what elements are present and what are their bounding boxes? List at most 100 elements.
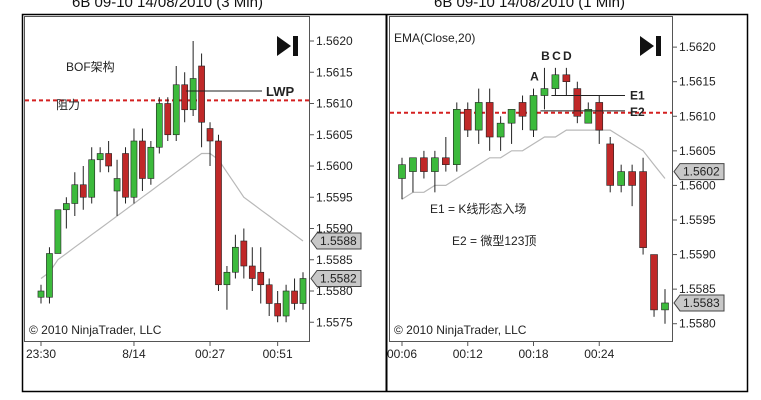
e1-label: E1 [630, 89, 645, 103]
left-candle-body [240, 240, 248, 267]
legend-e2: E2 = 微型123顶 [452, 234, 536, 248]
right-candle-body [551, 74, 560, 89]
right-y-tick-label: 1.5595 [679, 213, 716, 227]
right-price-badge [673, 294, 725, 312]
left-candle [181, 72, 189, 123]
left-candle [71, 172, 79, 216]
left-ema-line [40, 152, 304, 279]
left-candle [139, 128, 146, 191]
left-candle-body [172, 84, 180, 136]
right-candle [442, 137, 450, 172]
left-candle-body [223, 271, 231, 286]
right-candle-body [518, 102, 527, 117]
right-price-badge [673, 163, 725, 181]
left-candle [37, 284, 45, 304]
left-candle-body [299, 278, 307, 304]
left-candle [147, 141, 155, 185]
left-candle [189, 41, 197, 116]
label-c: C [552, 49, 561, 63]
left-candle [122, 147, 129, 204]
outer-frame [21, 13, 749, 393]
left-candle [155, 97, 163, 154]
left-candle-body [248, 265, 256, 279]
left-candle [282, 284, 290, 323]
right-plot-frame [389, 16, 673, 342]
label-d: D [563, 49, 572, 63]
left-candle-body [282, 290, 290, 317]
left-candle-body [291, 290, 298, 304]
right-y-tick-label: 1.5600 [679, 178, 716, 192]
left-candle [96, 147, 104, 173]
right-candle [431, 150, 439, 193]
left-candle-body [96, 153, 104, 161]
right-candle-body [540, 88, 549, 96]
right-candle-body [573, 88, 582, 117]
right-candle [452, 102, 461, 172]
right-x-tick-label: 00:18 [518, 347, 548, 361]
right-candle-body [529, 95, 538, 131]
right-candle-body [562, 74, 571, 82]
right-y-tick-label: 1.5580 [679, 317, 716, 331]
right-candle-body [661, 302, 669, 311]
left-candle [248, 247, 256, 291]
legend-e1: E1 = K线形态入场 [430, 202, 526, 216]
right-candle [562, 67, 571, 96]
right-candle-body [507, 109, 516, 124]
right-candle [409, 157, 417, 193]
left-candle-body [113, 178, 121, 192]
left-candle-body [63, 203, 70, 211]
right-candle-body [463, 109, 472, 131]
left-candle-body [37, 290, 45, 298]
left-end-icon [277, 36, 298, 56]
left-y-tick-label: 1.5610 [316, 97, 353, 111]
left-candle [164, 97, 172, 141]
right-candle [485, 88, 494, 151]
left-candle-body [257, 271, 265, 286]
left-candle [206, 122, 214, 166]
left-candle [274, 291, 281, 323]
right-candle [595, 95, 604, 144]
right-candle [398, 157, 406, 200]
bof-label: BOF架构 [66, 59, 115, 74]
left-copyright: © 2010 NinjaTrader, LLC [29, 323, 162, 337]
right-candle-body [452, 109, 461, 165]
left-price-badge [310, 270, 362, 287]
left-candle-body [105, 153, 112, 167]
right-candle-body [485, 102, 494, 138]
right-chart-title: 6B 09-10 14/08/2010 (1 Min) [434, 0, 625, 11]
left-candle [113, 159, 121, 216]
right-ema-line [401, 129, 666, 200]
right-candle [496, 116, 505, 151]
left-candle [240, 228, 248, 279]
left-candle-body [147, 146, 155, 179]
right-candle [420, 150, 428, 179]
right-candle-body [442, 157, 450, 165]
ema-label: EMA(Close,20) [394, 31, 475, 45]
right-candle [650, 254, 658, 317]
left-candle-body [71, 184, 79, 204]
left-candle-body [189, 78, 197, 111]
left-candle [46, 247, 53, 304]
right-candle-body [420, 157, 428, 172]
left-candle-body [130, 140, 138, 198]
right-candle [661, 289, 669, 324]
right-candle-body [409, 157, 417, 172]
left-candle-body [215, 140, 222, 286]
right-price-badge-label: 1.5602 [683, 165, 720, 179]
left-candle-body [122, 153, 129, 198]
left-y-tick-label: 1.5585 [316, 253, 353, 267]
right-x-tick-label: 00:06 [387, 347, 417, 361]
right-candle [463, 102, 472, 138]
right-candle [529, 88, 538, 138]
right-y-tick-label: 1.5605 [679, 144, 716, 158]
right-candle [639, 157, 647, 255]
left-x-tick-label: 8/14 [122, 347, 146, 361]
left-candle-body [232, 246, 239, 273]
left-candle-body [46, 253, 53, 298]
left-price-badge [310, 232, 362, 250]
right-candle-body [606, 143, 615, 186]
left-y-tick-label: 1.5580 [316, 284, 353, 298]
right-candle [507, 109, 516, 144]
left-candle-body [79, 184, 87, 198]
